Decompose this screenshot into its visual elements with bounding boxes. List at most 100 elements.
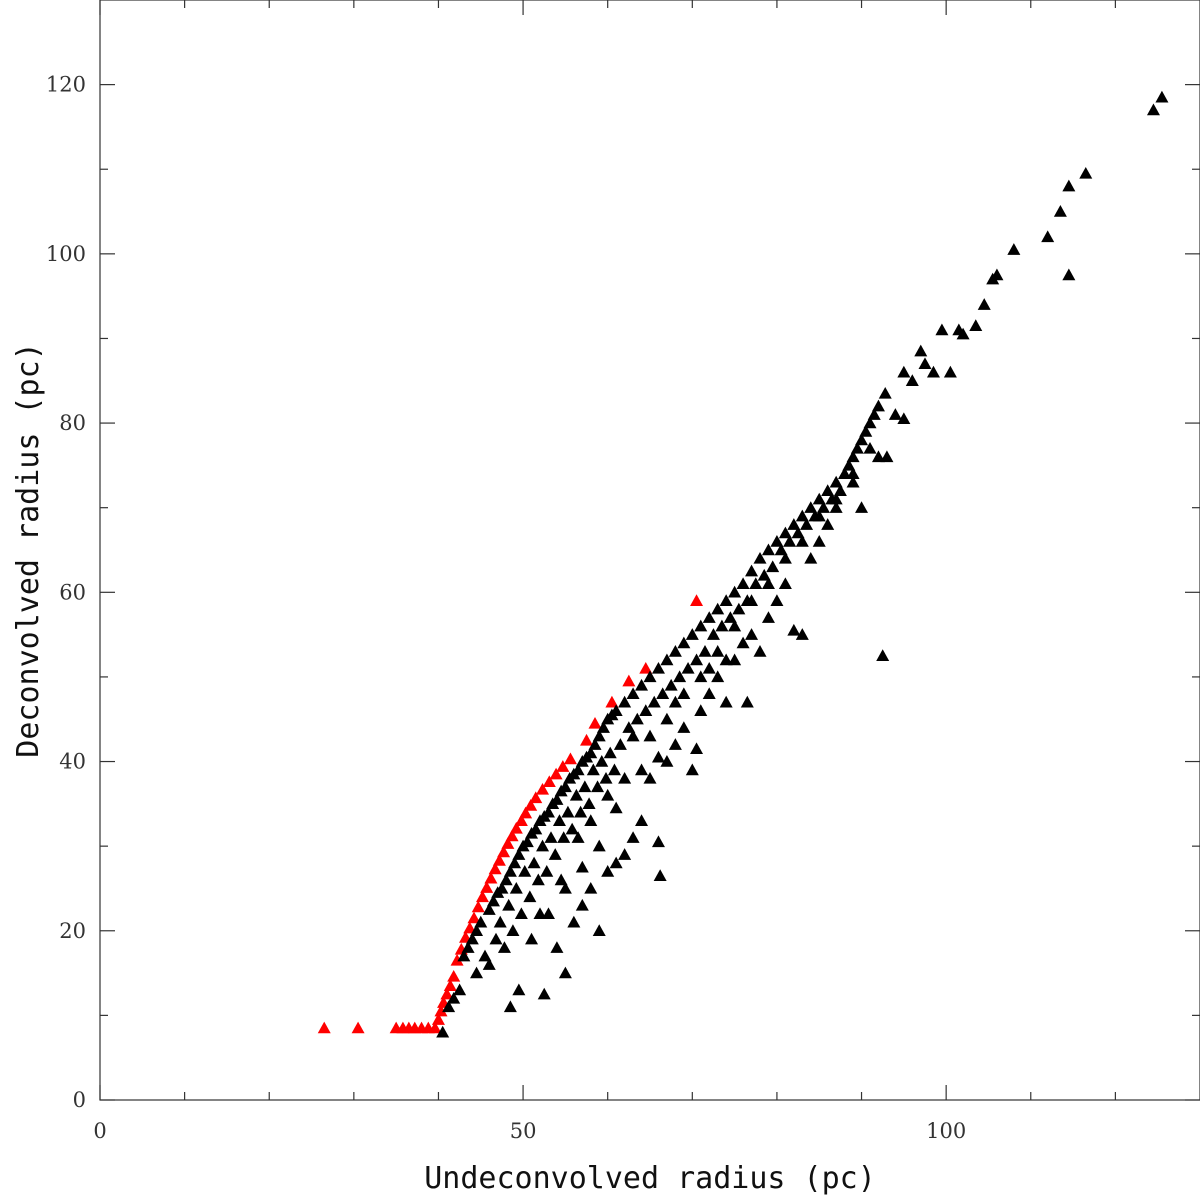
data-point xyxy=(591,780,605,793)
data-point xyxy=(557,831,571,843)
data-points xyxy=(317,90,1169,1038)
data-point xyxy=(639,661,653,674)
data-point xyxy=(524,799,538,811)
data-point xyxy=(563,752,577,765)
data-point xyxy=(509,821,523,834)
tick-marks xyxy=(99,0,1200,1101)
data-point xyxy=(561,805,575,818)
data-point xyxy=(702,661,716,674)
data-point xyxy=(698,645,712,657)
data-point xyxy=(470,966,484,979)
data-point xyxy=(584,814,598,826)
data-point xyxy=(829,501,843,513)
data-point xyxy=(556,760,570,772)
data-point xyxy=(482,958,496,970)
data-point xyxy=(531,873,545,886)
data-point xyxy=(728,653,742,666)
data-point xyxy=(618,848,632,860)
data-point xyxy=(800,518,814,530)
data-point xyxy=(804,501,818,513)
data-point xyxy=(529,791,543,804)
y-tick-label: 40 xyxy=(59,750,86,774)
data-point xyxy=(607,763,621,776)
data-point xyxy=(440,987,454,1000)
data-point xyxy=(1007,243,1021,255)
data-point xyxy=(603,746,617,759)
data-point xyxy=(484,871,498,884)
data-point xyxy=(588,738,602,750)
data-point xyxy=(431,1013,445,1025)
data-point xyxy=(812,509,826,522)
data-point xyxy=(512,848,526,860)
data-point xyxy=(812,535,826,547)
data-point xyxy=(529,822,543,835)
tick-labels: 0 50 100 0 20 40 60 80 100 120 xyxy=(46,73,966,1143)
data-point xyxy=(706,628,720,640)
data-point xyxy=(846,450,860,463)
data-point xyxy=(558,966,572,979)
data-point xyxy=(804,551,818,564)
y-tick-label: 20 xyxy=(59,919,86,943)
data-point xyxy=(753,645,767,657)
data-point xyxy=(990,268,1004,281)
data-point xyxy=(829,492,843,505)
data-point xyxy=(761,577,775,590)
data-point xyxy=(492,854,506,866)
data-point xyxy=(668,645,682,657)
data-point xyxy=(685,628,699,640)
data-point xyxy=(711,645,725,657)
data-point xyxy=(434,1004,448,1017)
data-point xyxy=(850,441,864,454)
data-point xyxy=(702,611,716,623)
data-point xyxy=(656,687,670,700)
data-point xyxy=(549,767,563,780)
data-point xyxy=(574,805,588,818)
data-point xyxy=(351,1021,365,1034)
data-point xyxy=(690,653,704,666)
data-point xyxy=(761,543,775,556)
data-point xyxy=(537,987,551,1000)
data-point xyxy=(719,695,733,708)
data-point xyxy=(601,865,615,877)
data-point xyxy=(732,602,746,615)
data-point xyxy=(897,412,911,425)
data-point xyxy=(565,822,579,835)
data-point xyxy=(778,577,792,590)
y-tick-label: 100 xyxy=(46,242,86,266)
data-point xyxy=(575,860,589,873)
data-point xyxy=(821,484,835,496)
data-point xyxy=(685,763,699,776)
data-point xyxy=(668,738,682,750)
data-point xyxy=(493,915,507,928)
data-point xyxy=(1146,103,1160,116)
data-point xyxy=(519,806,533,819)
data-point xyxy=(740,695,754,708)
data-point xyxy=(719,653,733,666)
data-point xyxy=(609,856,623,869)
data-point xyxy=(653,869,667,881)
data-point xyxy=(630,712,644,725)
data-point xyxy=(643,771,657,784)
data-point xyxy=(711,670,725,683)
data-point xyxy=(846,475,860,488)
data-point xyxy=(660,653,674,666)
data-point xyxy=(859,425,873,437)
data-point xyxy=(812,492,826,505)
data-point xyxy=(436,1025,450,1038)
data-point xyxy=(525,932,539,945)
data-point xyxy=(533,907,547,920)
data-point xyxy=(471,900,485,913)
data-point xyxy=(503,1000,517,1013)
data-point xyxy=(463,921,477,934)
data-point xyxy=(453,983,467,996)
x-tick-label: 100 xyxy=(926,1119,966,1143)
data-point xyxy=(575,898,589,911)
data-point xyxy=(578,780,592,793)
data-point xyxy=(863,441,877,454)
data-point xyxy=(499,873,513,886)
data-point xyxy=(761,611,775,623)
data-point xyxy=(317,1021,331,1034)
data-point xyxy=(766,560,780,573)
data-point xyxy=(871,399,885,412)
